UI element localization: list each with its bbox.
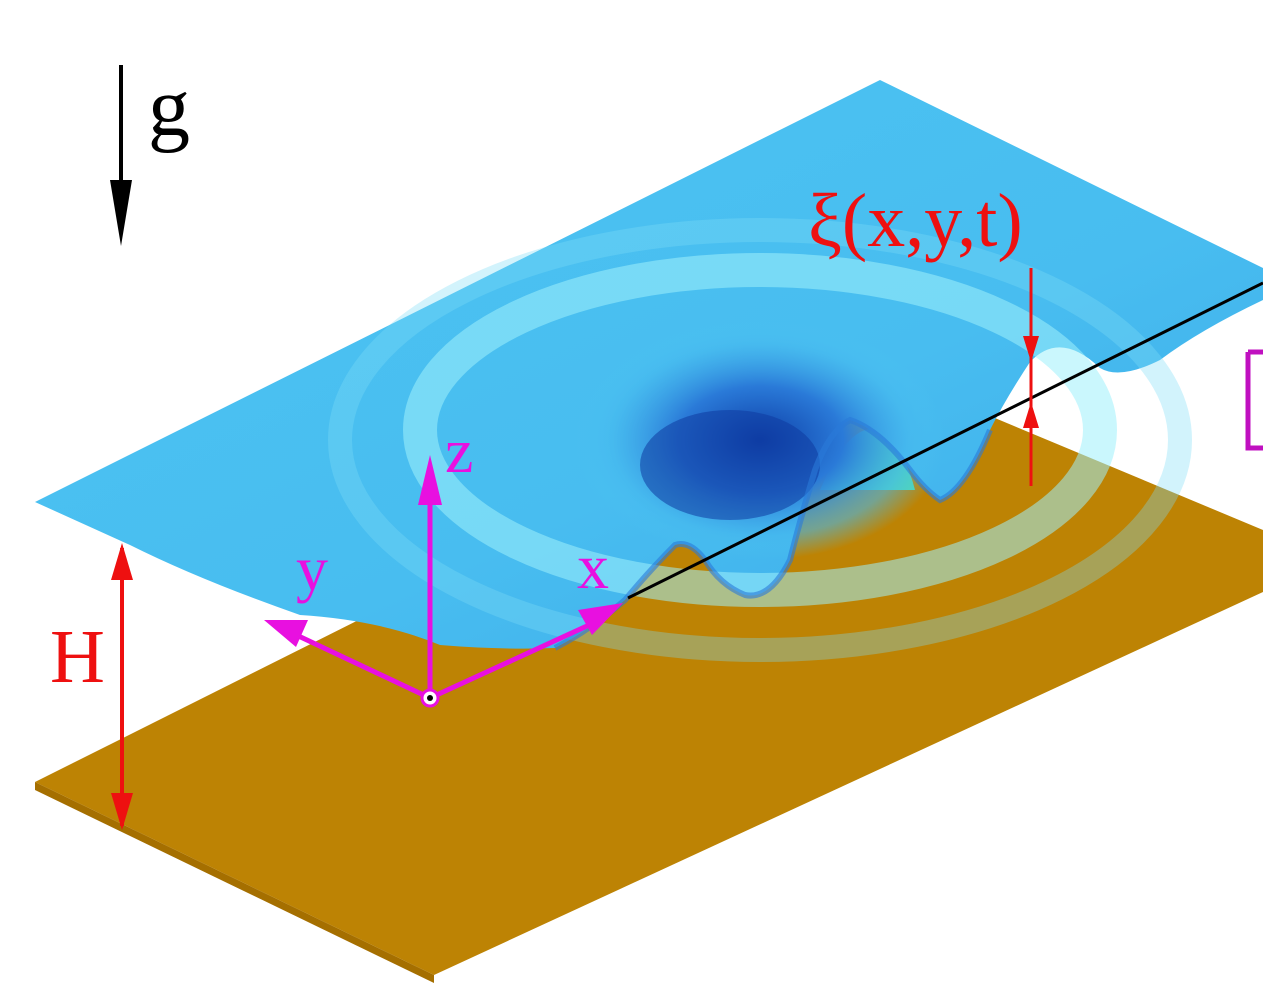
cross-section-line [627, 281, 1263, 600]
sea-floor-edge [35, 782, 434, 983]
axis-y-line [288, 629, 432, 701]
elevation-dimension [1023, 268, 1039, 486]
axis-y-label: y [296, 533, 328, 604]
bracket-mark [1245, 349, 1263, 451]
axis-z-arrowhead [418, 455, 442, 505]
axis-x-label: x [577, 531, 609, 602]
wave-ring [403, 253, 1117, 607]
axis-x-line [428, 617, 602, 701]
axis-z-label: z [445, 415, 473, 486]
elevation-label: ξ(x,y,t) [808, 179, 1023, 263]
gravity-arrow [110, 65, 132, 246]
depth-dimension [111, 543, 133, 830]
axis-y-arrowhead [264, 620, 308, 647]
coordinate-axes [264, 455, 623, 708]
axis-x-arrowhead [578, 603, 623, 635]
depth-label: H [50, 615, 105, 699]
gravity-label: g [148, 61, 190, 154]
sea-floor [35, 365, 1263, 975]
